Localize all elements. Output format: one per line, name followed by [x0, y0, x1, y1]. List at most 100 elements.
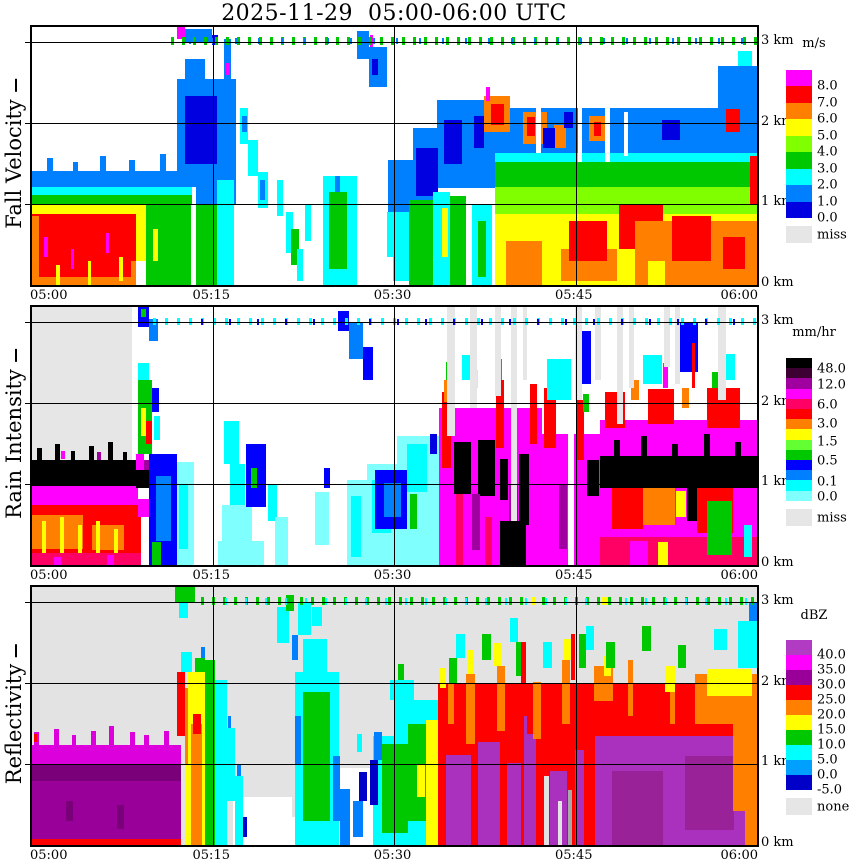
- data-region: [200, 647, 205, 658]
- data-region: [99, 156, 106, 171]
- legend-color-band: [786, 640, 812, 655]
- data-region: [151, 542, 162, 565]
- data-region: [398, 663, 405, 680]
- rain-intensity-heatmap: [25, 305, 759, 567]
- data-region: [558, 484, 568, 549]
- legend-tick-label: 8.0: [817, 78, 838, 94]
- data-region: [642, 625, 652, 652]
- data-region: [744, 811, 757, 845]
- legend-color-band: [786, 730, 812, 745]
- data-region: [32, 515, 83, 549]
- data-region: [527, 117, 535, 136]
- data-region: [535, 107, 541, 153]
- data-region: [703, 434, 710, 457]
- legend-unit-label: mm/hr: [792, 325, 836, 340]
- data-region: [574, 749, 585, 845]
- legend-color-band: [786, 135, 812, 153]
- gridline-0515: [213, 27, 214, 285]
- x-tick-label: 05:45: [555, 848, 593, 863]
- data-region: [543, 127, 556, 148]
- data-region: [494, 643, 502, 666]
- gridline-2km: [25, 123, 757, 124]
- data-region: [505, 240, 542, 285]
- legend-tick-label: 6.0: [817, 397, 838, 413]
- legend-tick-label: 2.0: [817, 177, 838, 193]
- legend-tick-label: 5.0: [817, 128, 838, 144]
- data-region: [665, 666, 675, 692]
- data-region: [410, 494, 418, 529]
- data-region: [409, 200, 434, 285]
- data-region: [509, 617, 519, 642]
- data-region: [221, 504, 252, 545]
- data-region: [725, 109, 741, 132]
- data-region: [190, 724, 202, 845]
- gridline-0515: [213, 587, 214, 845]
- y-tick-label: 3 km: [761, 33, 794, 49]
- data-region: [382, 744, 408, 833]
- data-region: [277, 607, 290, 644]
- data-region: [529, 383, 538, 445]
- data-region: [163, 730, 169, 745]
- time-axis: 05:00 05:15 05:30 05:45 06:00: [30, 848, 759, 864]
- data-region: [39, 260, 132, 277]
- legend-tick-label: 0.0: [817, 489, 838, 505]
- gridline-2km: [25, 683, 757, 684]
- data-region: [389, 679, 414, 700]
- legend-tick-label: -5.0: [817, 782, 843, 798]
- data-region: [179, 603, 188, 618]
- data-region: [32, 170, 197, 187]
- data-region: [88, 445, 94, 461]
- data-region: [614, 440, 621, 457]
- data-region: [494, 307, 502, 396]
- legend-tick-label: 1.5: [817, 434, 838, 450]
- data-region: [290, 228, 300, 265]
- data-region: [674, 307, 680, 384]
- legend-missing-band: [786, 798, 812, 815]
- data-region: [297, 603, 312, 636]
- data-region: [277, 180, 284, 217]
- legend-color-bar: [786, 640, 812, 790]
- gridline-3km: [25, 42, 757, 43]
- data-region: [224, 421, 239, 465]
- data-region: [474, 115, 484, 148]
- data-region: [36, 448, 42, 461]
- data-region: [737, 51, 753, 66]
- data-region: [491, 103, 505, 126]
- legend-tick-label: 5.0: [817, 752, 838, 768]
- data-region: [359, 772, 367, 801]
- data-region: [119, 256, 123, 281]
- data-region: [174, 587, 196, 604]
- legend-tick-label: 0.1: [817, 474, 838, 490]
- data-region: [425, 720, 438, 845]
- heatmap-data: [32, 307, 757, 565]
- legend-unit-label: dBZ: [800, 608, 828, 623]
- fall-velocity-legend: m/s 8.0 7.0 6.0 5.0 4.0 3.0 2.0 1.0 0.0 miss: [784, 25, 850, 307]
- data-region: [648, 389, 674, 424]
- data-region: [440, 667, 447, 688]
- data-region: [122, 452, 128, 461]
- data-region: [643, 488, 675, 525]
- y-tick-label: 3 km: [761, 313, 794, 329]
- legend-color-band: [786, 409, 812, 420]
- data-region: [152, 228, 158, 261]
- data-region: [77, 524, 82, 565]
- legend-color-band: [786, 700, 812, 715]
- data-region: [515, 641, 525, 676]
- data-region: [482, 633, 491, 660]
- legend-tick-label: 6.0: [817, 111, 838, 127]
- legend-color-band: [786, 745, 812, 760]
- gridline-1km: [25, 764, 757, 765]
- data-region: [575, 399, 585, 461]
- data-region: [285, 212, 293, 253]
- legend-color-band: [786, 201, 812, 218]
- legend-color-band: [786, 685, 812, 700]
- data-region: [225, 598, 757, 605]
- data-region: [485, 516, 493, 565]
- legend-color-band: [786, 480, 812, 491]
- data-region: [562, 659, 571, 725]
- data-region: [557, 800, 562, 845]
- data-region: [70, 450, 76, 461]
- data-region: [497, 666, 506, 731]
- rain-intensity-legend: mm/hr 48.0 12.0 6.0 3.0 1.5 0.5 0.1 0.0 miss: [784, 305, 850, 587]
- data-region: [477, 440, 495, 497]
